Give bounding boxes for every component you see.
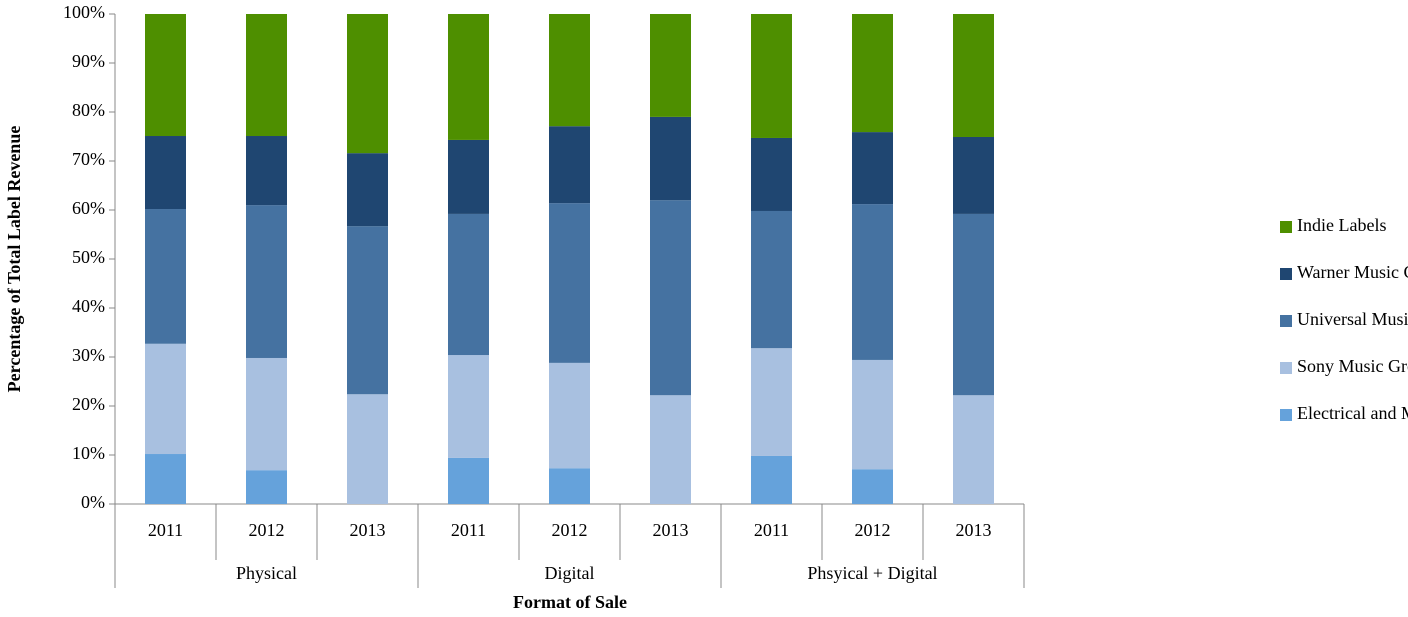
bar-segment (145, 454, 186, 504)
y-tick-label: 60% (72, 198, 105, 218)
bar-segment (246, 470, 287, 504)
bar-segment (448, 457, 489, 504)
bar-segment (953, 14, 994, 137)
bar-segment (953, 213, 994, 396)
bar-segment (751, 210, 792, 349)
bar-segment (650, 200, 691, 396)
y-tick-label: 90% (72, 51, 105, 71)
y-tick-label: 20% (72, 394, 105, 414)
y-tick-label: 0% (81, 492, 105, 512)
bar-segment (549, 468, 590, 504)
bar-segment (751, 455, 792, 504)
x-tick-label: 2012 (249, 520, 285, 540)
legend-label: Warner Music Group (1297, 262, 1408, 282)
bar-segment (751, 137, 792, 211)
x-tick-label: 2012 (855, 520, 891, 540)
bar-segment (852, 132, 893, 205)
bar-segment (852, 359, 893, 470)
y-tick-label: 70% (72, 149, 105, 169)
bar-segment (347, 226, 388, 395)
legend-label: Indie Labels (1297, 215, 1386, 235)
legend-swatch (1280, 221, 1292, 233)
y-tick-label: 80% (72, 100, 105, 120)
legend-label: Electrical and Musical Industries* (1297, 403, 1408, 423)
bar-segment (751, 348, 792, 456)
bar-segment (549, 14, 590, 127)
bar-segment (246, 357, 287, 471)
bar-segment (953, 136, 994, 214)
bar-segment (448, 213, 489, 356)
bar-segment (145, 136, 186, 210)
legend-swatch (1280, 315, 1292, 327)
bar-segment (448, 14, 489, 140)
x-tick-label: 2013 (653, 520, 689, 540)
bar-segment (145, 14, 186, 137)
x-tick-label: 2011 (754, 520, 789, 540)
y-axis-title: Percentage of Total Label Revenue (4, 126, 24, 393)
bar-segment (347, 153, 388, 227)
bar-segment (852, 14, 893, 133)
group-label: Physical (236, 563, 297, 583)
y-tick-label: 30% (72, 345, 105, 365)
bar-segment (549, 362, 590, 469)
bar-segment (246, 14, 287, 137)
bar-segment (549, 126, 590, 204)
legend-label: Universal Music Group (1297, 309, 1408, 329)
x-tick-label: 2013 (350, 520, 386, 540)
bar-segment (448, 355, 489, 458)
bar-segment (852, 204, 893, 360)
bar-segment (246, 205, 287, 358)
legend-label: Sony Music Group (1297, 356, 1408, 376)
group-label: Digital (545, 563, 595, 583)
bar-segment (347, 14, 388, 154)
bar-segment (145, 209, 186, 344)
x-axis-title: Format of Sale (513, 592, 627, 612)
x-tick-label: 2011 (451, 520, 486, 540)
group-label: Phsyical + Digital (807, 563, 937, 583)
legend-swatch (1280, 268, 1292, 280)
bar-segment (650, 395, 691, 504)
legend-swatch (1280, 409, 1292, 421)
y-tick-label: 100% (63, 2, 105, 22)
bar-segment (650, 14, 691, 117)
y-tick-label: 50% (72, 247, 105, 267)
bar-segment (549, 203, 590, 363)
bar-segment (347, 394, 388, 504)
y-tick-label: 10% (72, 443, 105, 463)
x-tick-label: 2013 (956, 520, 992, 540)
bar-segment (448, 139, 489, 214)
bar-segment (650, 116, 691, 201)
legend-swatch (1280, 362, 1292, 374)
bar-segment (852, 469, 893, 504)
bar-segment (246, 136, 287, 206)
bar-segment (751, 14, 792, 138)
y-tick-label: 40% (72, 296, 105, 316)
bar-segment (953, 395, 994, 504)
x-tick-label: 2011 (148, 520, 183, 540)
bar-segment (145, 343, 186, 455)
x-tick-label: 2012 (552, 520, 588, 540)
